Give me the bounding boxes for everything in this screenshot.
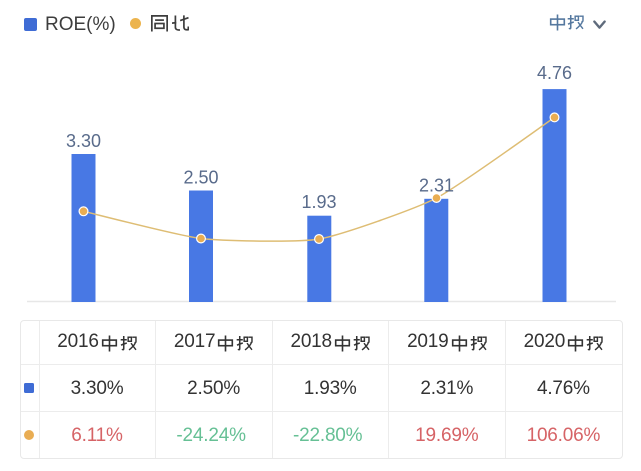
- svg-text:4.76: 4.76: [537, 63, 572, 83]
- svg-text:1.93: 1.93: [301, 192, 336, 212]
- svg-text:2.50: 2.50: [183, 168, 218, 188]
- svg-text:2.31: 2.31: [419, 176, 454, 196]
- svg-text:3.30: 3.30: [66, 131, 101, 151]
